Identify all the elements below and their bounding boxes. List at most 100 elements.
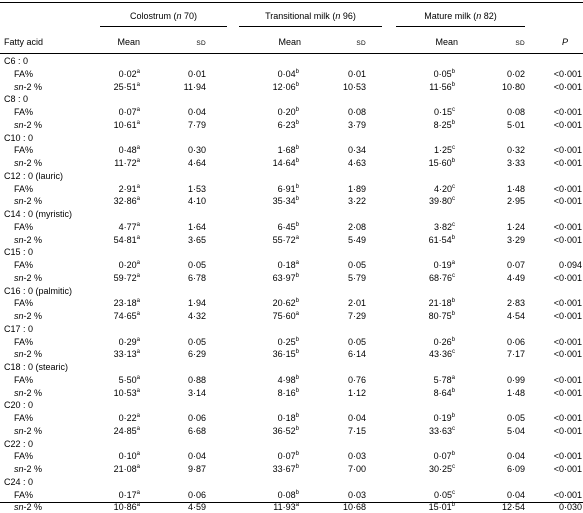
significance-letter: b: [295, 374, 299, 381]
mean-value: 10·61a: [114, 120, 140, 131]
sd-value: 1·89: [347, 183, 366, 194]
mean-number: 4·98: [277, 374, 296, 385]
sd-value: 10·53: [342, 81, 366, 92]
p-value: <0·001: [553, 145, 582, 156]
sd-value: 0·02: [506, 68, 525, 79]
sd-value: 6·68: [187, 425, 206, 436]
p-value: <0·001: [553, 221, 582, 232]
mean-number: 80·75: [428, 311, 452, 321]
significance-letter: a: [451, 374, 455, 381]
sd-value: 10·80: [501, 81, 525, 92]
mean-number: 20·62: [272, 298, 296, 309]
mean-value: 11·56b: [429, 82, 455, 93]
sd-value: 0·30: [187, 145, 206, 156]
mean-number: 0·04: [277, 68, 296, 79]
fa-percent-label: FA%: [14, 413, 34, 423]
sn-label: sn: [14, 234, 24, 245]
fatty-acid-name: C16 : 0 (palmitic): [4, 285, 73, 296]
sd-value: 0·04: [347, 413, 366, 423]
sd-value: 4·54: [506, 311, 525, 321]
significance-letter: b: [451, 298, 455, 305]
fa-percent-label: FA%: [14, 183, 34, 194]
n-label: n: [476, 11, 482, 21]
mean-number: 3·82: [433, 221, 452, 232]
mean-value: 63·97b: [273, 273, 299, 284]
mean-value: 0·19a: [434, 260, 455, 271]
mean-number: 12·06: [272, 81, 296, 92]
significance-letter: b: [295, 196, 299, 203]
sd-value: 4·49: [506, 272, 525, 283]
sd-value: 0·05: [187, 336, 206, 347]
mean-value: 4·77a: [119, 222, 140, 233]
mean-number: 0·07: [118, 107, 137, 117]
significance-letter: b: [295, 145, 299, 152]
mean-number: 43·36: [428, 349, 452, 360]
mean-number: 15·01: [428, 502, 452, 513]
group-name: Mature milk: [424, 11, 471, 21]
sd-value: 0·05: [347, 260, 366, 270]
sd-value: 0·01: [187, 68, 206, 79]
sn2-label: sn-2 %: [14, 426, 42, 437]
mean-value: 36·15b: [273, 349, 299, 360]
sd-value: 7·15: [347, 425, 366, 436]
mean-value: 0·20b: [278, 107, 299, 118]
sn2-suffix: -2 %: [23, 196, 43, 207]
colostrum-sd-header: SD: [196, 40, 206, 47]
fatty-acid-name: C20 : 0: [4, 400, 34, 411]
fatty-acid-name: C8 : 0: [4, 94, 29, 105]
mean-number: 32·86: [113, 196, 137, 207]
p-value: <0·001: [553, 451, 582, 462]
sd-value: 0·01: [347, 68, 366, 79]
mean-number: 0·18: [277, 413, 296, 423]
mean-number: 0·10: [118, 451, 137, 462]
significance-letter: a: [136, 413, 140, 419]
mean-number: 0·29: [118, 336, 137, 347]
mean-value: 36·52b: [273, 426, 299, 437]
fa-percent-label: FA%: [14, 107, 34, 117]
mean-number: 11·93: [273, 502, 296, 513]
header-rule: [0, 53, 583, 54]
significance-letter: b: [295, 336, 299, 343]
sn2-label: sn-2 %: [14, 273, 42, 284]
significance-letter: a: [136, 221, 140, 228]
sd-value: 0·05: [187, 260, 206, 270]
mean-value: 61·54b: [429, 235, 455, 246]
significance-letter: a: [136, 68, 140, 75]
sn2-suffix: -2 %: [23, 158, 43, 168]
mean-number: 14·64: [272, 158, 296, 168]
mean-number: 68·76: [428, 272, 452, 283]
mean-number: 0·05: [433, 68, 452, 79]
significance-letter: a: [136, 119, 140, 126]
sd-value: 4·32: [187, 311, 206, 321]
group-name: Transitional milk: [265, 11, 330, 21]
sd-value: 6·09: [506, 464, 525, 474]
mean-number: 0·20: [277, 107, 296, 117]
mean-number: 0·07: [277, 451, 296, 462]
sn2-suffix: -2 %: [23, 349, 43, 360]
significance-letter: c: [452, 272, 455, 279]
mean-value: 75·60a: [273, 311, 299, 322]
mature-group-rule: [396, 26, 525, 27]
fa-percent-label: FA%: [14, 68, 34, 79]
mean-value: 43·36c: [429, 349, 455, 360]
mean-value: 1·68b: [278, 145, 299, 156]
fa-percent-label: FA%: [14, 260, 34, 270]
mature-sd-header: SD: [515, 40, 525, 47]
mean-number: 0·19: [433, 260, 452, 270]
top-rule: [0, 2, 583, 3]
mean-value: 5·78a: [434, 375, 455, 386]
sd-value: 5·04: [506, 425, 525, 436]
significance-letter: b: [295, 349, 299, 356]
mean-value: 33·67b: [273, 464, 299, 475]
sd-value: 2·95: [506, 196, 525, 207]
sn2-label: sn-2 %: [14, 196, 42, 207]
fatty-acid-name: C12 : 0 (lauric): [4, 170, 64, 181]
sn2-label: sn-2 %: [14, 464, 42, 475]
sd-value: 6·29: [187, 349, 206, 360]
mean-value: 0·19b: [434, 413, 455, 424]
mean-value: 0·08b: [278, 490, 299, 501]
mean-number: 35·34: [272, 196, 296, 207]
significance-letter: a: [136, 502, 140, 509]
mean-value: 0·05c: [434, 490, 455, 501]
significance-letter: b: [295, 81, 299, 88]
